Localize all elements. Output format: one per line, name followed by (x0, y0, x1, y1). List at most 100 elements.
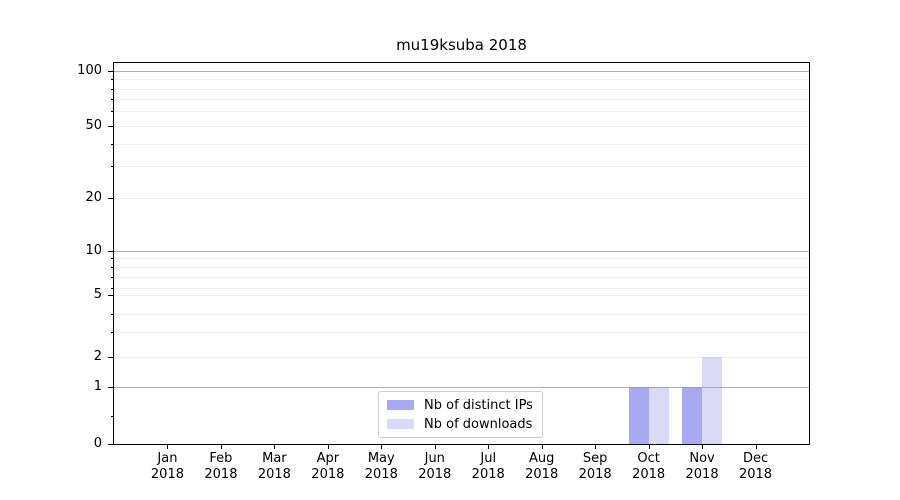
gridline (114, 294, 809, 296)
gridline-minor (114, 257, 809, 259)
x-tick (755, 444, 757, 449)
legend-label: Nb of distinct IPs (424, 397, 533, 413)
x-tick-label: Jul 2018 (456, 451, 520, 483)
x-label-year: 2018 (257, 467, 291, 482)
x-tick (167, 444, 169, 449)
y-minor-tick (111, 166, 114, 168)
x-tick-label: Mar 2018 (242, 451, 306, 483)
plot-area (113, 62, 810, 445)
x-tick-label: Dec 2018 (724, 451, 788, 483)
legend-row: Nb of distinct IPs (387, 396, 533, 414)
x-tick (648, 444, 650, 449)
bar-distinct-ips (628, 387, 649, 444)
y-tick-label: 2 (93, 349, 102, 365)
y-tick (108, 251, 114, 253)
x-tick (381, 444, 383, 449)
gridline-minor (114, 111, 809, 113)
y-tick-label: 20 (85, 190, 102, 206)
gridline-minor (114, 143, 809, 145)
x-tick (434, 444, 436, 449)
y-tick (108, 198, 114, 200)
x-label-year: 2018 (150, 467, 184, 482)
x-label-month: Jul (480, 451, 497, 466)
y-tick-label: 10 (85, 243, 102, 259)
x-label-year: 2018 (418, 467, 452, 482)
x-tick-label: Jun 2018 (403, 451, 467, 483)
chart-title: mu19ksuba 2018 (396, 36, 527, 54)
gridline-minor (114, 79, 809, 81)
legend: Nb of distinct IPs Nb of downloads (378, 391, 543, 438)
y-minor-tick (111, 79, 114, 81)
y-tick (108, 70, 114, 72)
y-minor-tick (111, 331, 114, 333)
x-label-year: 2018 (578, 467, 612, 482)
x-tick (274, 444, 276, 449)
bar-downloads (702, 357, 723, 444)
bar-downloads (648, 387, 669, 444)
x-tick (595, 444, 597, 449)
y-tick-label: 1 (93, 379, 102, 395)
x-tick-label: Feb 2018 (189, 451, 253, 483)
y-minor-tick (111, 88, 114, 90)
x-tick (327, 444, 329, 449)
x-tick-label: Jan 2018 (135, 451, 199, 483)
x-label-year: 2018 (632, 467, 666, 482)
x-label-year: 2018 (738, 467, 773, 482)
y-minor-tick (111, 143, 114, 145)
x-tick (488, 444, 490, 449)
gridline-minor (114, 99, 809, 101)
gridline (114, 70, 809, 72)
x-label-year: 2018 (204, 467, 238, 482)
gridline (114, 198, 809, 200)
x-label-month: Aug (528, 451, 555, 466)
y-tick-label: 0 (93, 436, 102, 451)
x-label-month: Jan (157, 451, 178, 466)
legend-swatch (387, 400, 414, 410)
y-tick-label: 5 (93, 286, 102, 302)
x-label-month: Jun (424, 451, 445, 466)
legend-row: Nb of downloads (387, 415, 533, 433)
gridline (114, 251, 809, 253)
y-tick-label: 50 (85, 117, 102, 133)
x-tick-label: Aug 2018 (510, 451, 574, 483)
y-minor-tick (111, 99, 114, 101)
gridline-minor (114, 287, 809, 289)
y-minor-tick (111, 287, 114, 289)
x-tick-label: May 2018 (349, 451, 413, 483)
x-tick-label: Oct 2018 (617, 451, 681, 483)
gridline-minor (114, 266, 809, 268)
y-tick (108, 294, 114, 296)
gridline-minor (114, 166, 809, 168)
gridline-minor (114, 88, 809, 90)
x-tick (220, 444, 222, 449)
y-minor-tick (111, 257, 114, 259)
gridline (114, 125, 809, 127)
x-tick-label: Apr 2018 (296, 451, 360, 483)
x-label-month: May (367, 451, 395, 466)
x-label-month: Dec (742, 451, 769, 466)
y-minor-tick (111, 266, 114, 268)
y-tick (108, 357, 114, 359)
y-tick (108, 444, 114, 445)
legend-swatch (387, 419, 414, 429)
x-label-month: Mar (262, 451, 287, 466)
x-label-year: 2018 (525, 467, 559, 482)
y-tick (108, 125, 114, 127)
y-minor-tick (111, 276, 114, 278)
legend-label: Nb of downloads (424, 416, 533, 432)
gridline-minor (114, 276, 809, 278)
y-minor-tick (111, 416, 114, 418)
x-label-month: Oct (637, 451, 660, 466)
x-tick-label: Sep 2018 (563, 451, 627, 483)
y-tick-label: 100 (77, 62, 102, 78)
gridline-minor (114, 313, 809, 315)
x-label-month: Apr (316, 451, 340, 466)
gridline-minor (114, 331, 809, 333)
x-label-year: 2018 (364, 467, 398, 482)
x-label-year: 2018 (311, 467, 345, 482)
x-tick (702, 444, 704, 449)
gridline (114, 387, 809, 389)
x-tick (541, 444, 543, 449)
gridline (114, 357, 809, 359)
